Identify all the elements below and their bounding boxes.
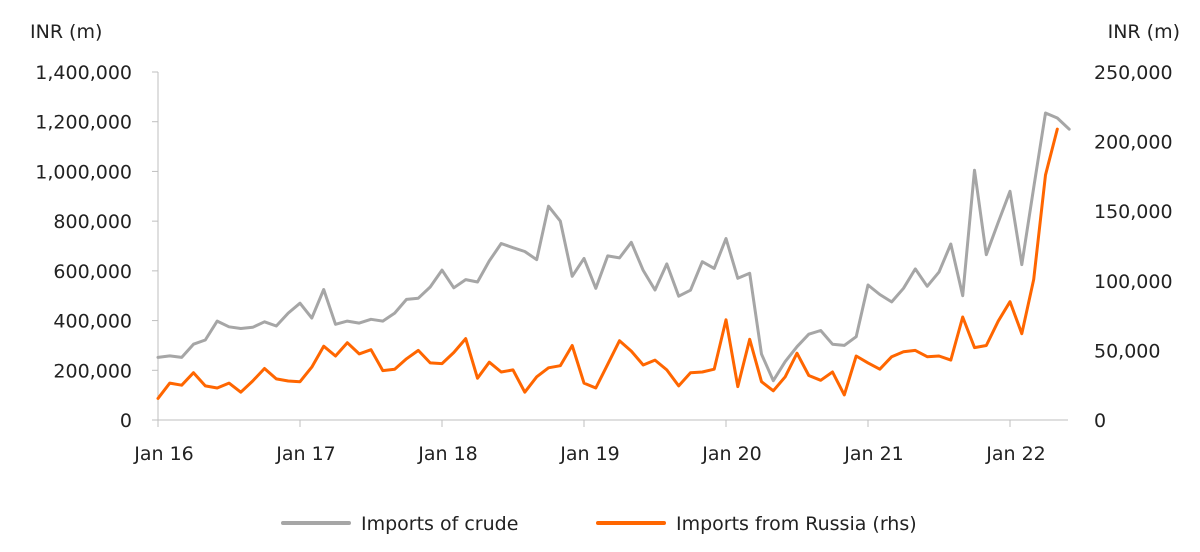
left-tick-label: 200,000 bbox=[53, 360, 132, 382]
right-tick-label: 0 bbox=[1094, 410, 1106, 432]
x-tick-label: Jan 17 bbox=[275, 443, 336, 465]
right-tick-label: 250,000 bbox=[1094, 62, 1173, 84]
left-tick-label: 1,400,000 bbox=[35, 62, 132, 84]
left-tick-label: 1,000,000 bbox=[35, 161, 132, 183]
x-tick-label: Jan 22 bbox=[985, 443, 1046, 465]
x-tick-label: Jan 20 bbox=[701, 443, 762, 465]
legend: Imports of crude Imports from Russia (rhs… bbox=[281, 513, 917, 535]
left-axis-ticks: 0 200,000 400,000 600,000 800,000 1,000,000 1,… bbox=[35, 62, 159, 432]
x-tick-label: Jan 16 bbox=[133, 443, 194, 465]
legend-label: Imports of crude bbox=[361, 513, 518, 535]
right-tick-label: 200,000 bbox=[1094, 132, 1173, 154]
right-tick-label: 50,000 bbox=[1094, 340, 1160, 362]
right-tick-label: 150,000 bbox=[1094, 201, 1173, 223]
x-tick-label: Jan 18 bbox=[417, 443, 478, 465]
left-tick-label: 600,000 bbox=[53, 261, 132, 283]
legend-label: Imports from Russia (rhs) bbox=[676, 513, 917, 535]
left-tick-label: 0 bbox=[120, 410, 132, 432]
series-layer bbox=[156, 111, 1071, 400]
right-tick-label: 100,000 bbox=[1094, 271, 1173, 293]
x-tick-label: Jan 21 bbox=[843, 443, 904, 465]
series-line-0 bbox=[156, 111, 1071, 383]
left-tick-label: 800,000 bbox=[53, 211, 132, 233]
left-axis-unit: INR (m) bbox=[30, 21, 102, 43]
right-axis-unit: INR (m) bbox=[1108, 21, 1180, 43]
x-axis: Jan 16 Jan 17 Jan 18 Jan 19 Jan 20 Jan 21 Jan … bbox=[133, 419, 1068, 465]
left-tick-label: 1,200,000 bbox=[35, 112, 132, 134]
x-tick-label: Jan 19 bbox=[559, 443, 620, 465]
left-tick-label: 400,000 bbox=[53, 311, 132, 333]
series-line-1 bbox=[156, 127, 1059, 400]
right-axis-ticks: 0 50,000 100,000 150,000 200,000 250,000 bbox=[1094, 62, 1173, 432]
